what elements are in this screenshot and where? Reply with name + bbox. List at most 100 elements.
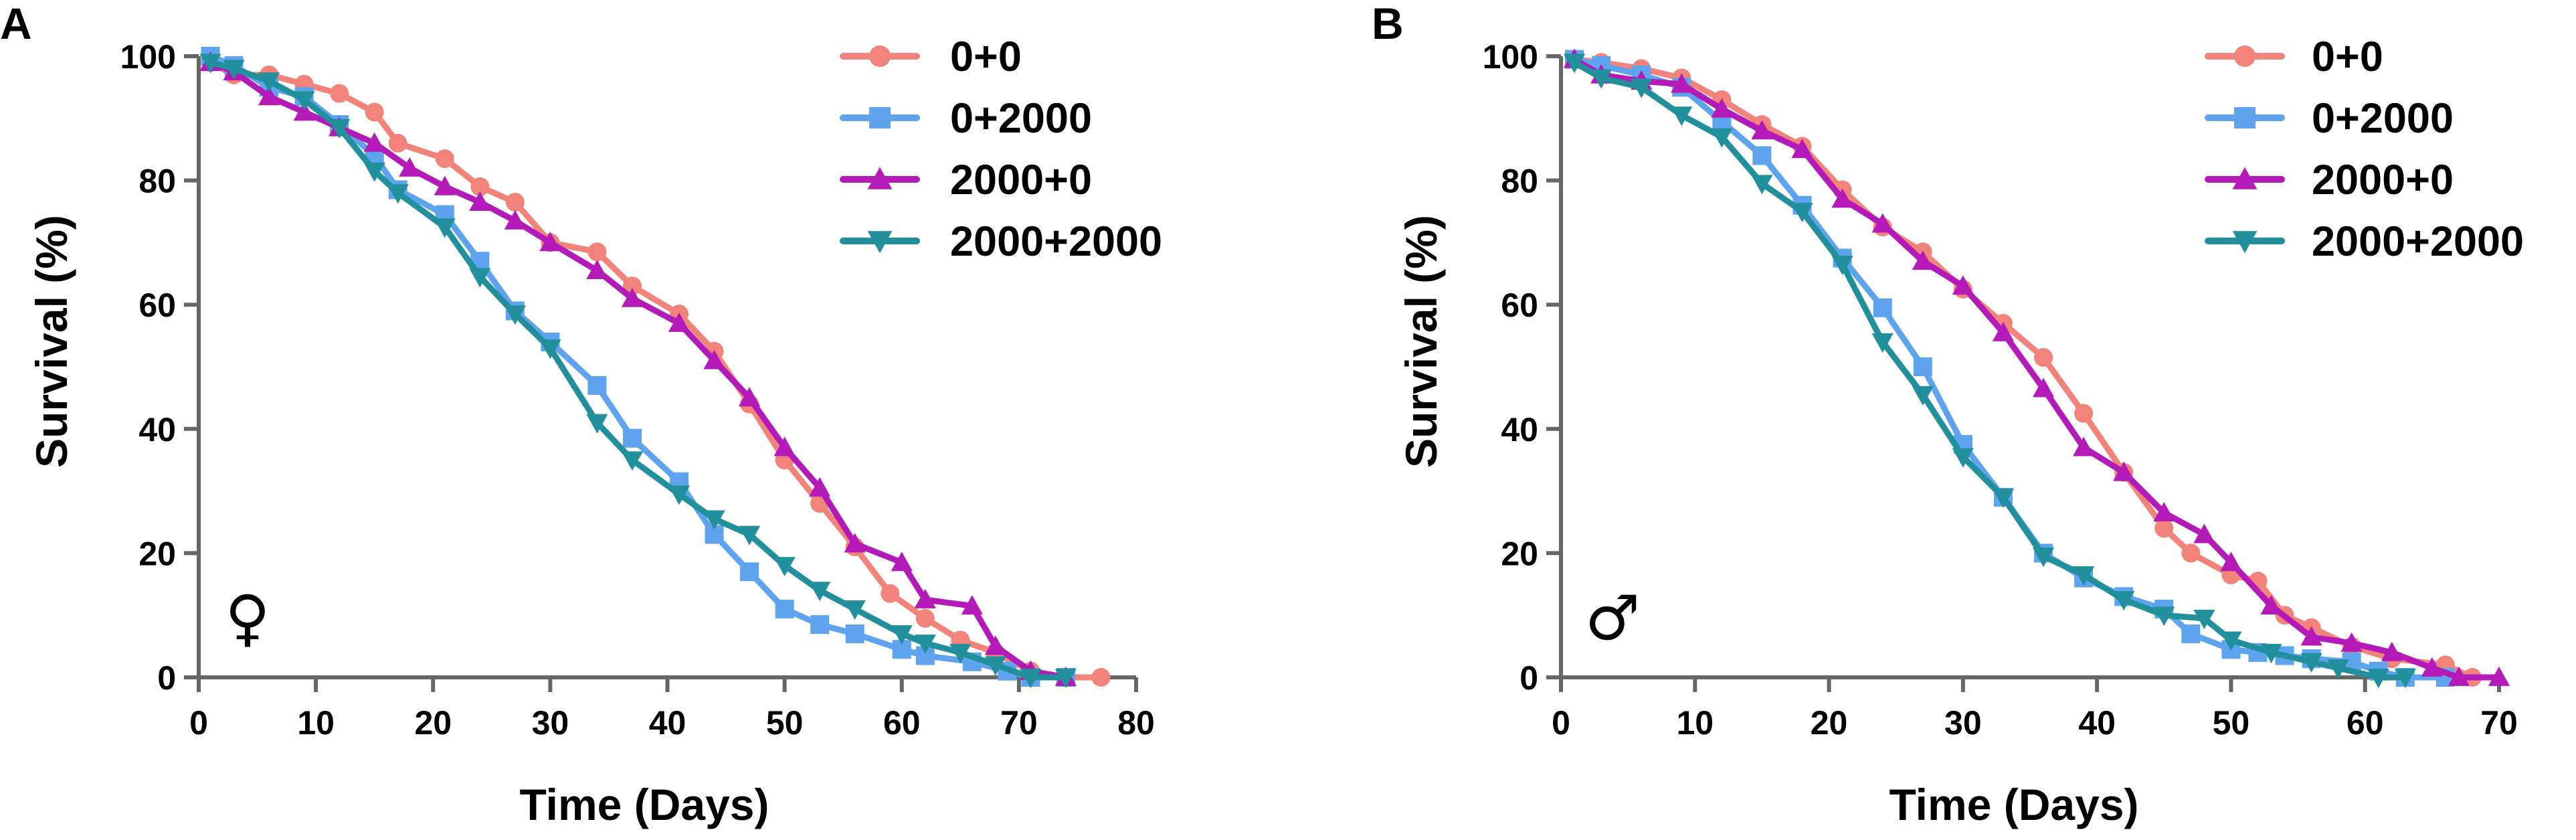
panel-b-series-2000-plus-0-point [2340,632,2363,652]
panel-b-series-0-plus-0-point [2074,404,2094,423]
panel-a-y-tick-label: 80 [139,163,176,200]
panel-a-y-tick-label: 0 [157,659,176,697]
panel-b-legend-marker [2234,46,2256,67]
panel-a-chart: A Survival (%) Time (Days) ♀ 0 20 40 60 80 10… [0,0,1162,829]
panel-b-legend-label: 2000+0 [2312,157,2454,203]
panel-a-series-2000-plus-2000-point [809,582,831,602]
panel-b-x-tick-label: 50 [2213,704,2250,742]
panel-b-series-2000-plus-0-point [1671,73,1693,93]
panel-a-x-tick-label: 50 [766,704,804,742]
panel-b-legend-marker [2232,167,2258,189]
panel-a-series-2000-plus-2000-point [844,600,866,620]
panel-a-series-2000-plus-0-point [891,552,913,572]
panel-b-series-2000-plus-2000-point [1671,106,1693,127]
panel-b-series-2000-plus-2000-point [2260,644,2282,663]
panel-a-series-0-plus-0 [201,53,1111,687]
panel-a-series-2000-plus-2000-point [891,625,913,645]
panel-b-y-tick-label: 100 [1483,38,1538,76]
panel-a-series-2000-plus-2000-point [434,218,456,238]
panel-a-legend-label: 0+2000 [950,95,1092,142]
panel-a-legend-label: 0+0 [950,33,1022,80]
panel-a-series-0-plus-0-point [435,149,454,169]
panel-a-x-tick-label: 20 [414,704,452,742]
panel-b-series-2000-plus-0-point [2113,461,2135,481]
panel-a-series-0-plus-0-point [365,102,384,122]
panel-a-y-axis-title: Survival (%) [27,215,76,468]
panel-b-series-2000-plus-2000-point [2153,606,2175,626]
panel-b-series-0-plus-2000-point [2181,624,2201,644]
panel-b-series-2000-plus-0-point [2300,626,2322,646]
panel-b-series-2000-plus-2000-point [1992,489,2015,508]
panel-b-legend-marker [2232,231,2258,254]
panel-b-series-0-plus-2000-line [1571,56,2449,681]
panel-a-series-2000-plus-2000-point [387,184,409,204]
panel-a-series-0-plus-2000-point [810,615,830,635]
panel-a-y-tick-label: 100 [120,38,176,76]
panel-b-series-2000-plus-2000-point [2032,548,2055,568]
panel-a-series-2000-plus-2000-point [773,557,796,577]
panel-b-series-2000-plus-2000-point [2327,659,2349,679]
panel-a-series-2000-plus-0-point [586,260,608,280]
panel-a-y-tick-label: 20 [139,535,176,572]
panel-a-series-2000-plus-2000-point [469,268,491,288]
panel-a-series-2000-plus-0-point [539,232,561,252]
panel-b-series-2000-plus-0-point [2153,501,2175,521]
panel-b-x-tick-label: 20 [1811,704,1848,742]
panel-a-x-tick-label: 0 [189,704,208,742]
panel-b-series-0-plus-2000-point [1913,357,1932,376]
panel-a-series-2000-plus-0-point [434,175,456,195]
panel-a-series-2000-plus-2000-point [1020,669,1042,689]
panel-b-x-tick-label: 40 [2078,704,2116,742]
panel-a-label: A [0,0,32,48]
panel-a-series-2000-plus-0 [199,52,1077,686]
panel-b-x-tick-label: 0 [1552,704,1570,742]
panel-b-series-2000-plus-0-point [1871,213,1894,233]
panel-a-legend-marker [869,46,891,67]
panel-a-series-0-plus-0-point [330,84,349,103]
panel-a-series-2000-plus-0-point [621,287,644,307]
panel-a-series-2000-plus-0-line [207,59,1069,681]
panel-b-y-tick-label: 60 [1501,286,1538,324]
panel-a-x-tick-label: 40 [649,704,686,742]
panel-b-series-2000-plus-2000-point [2113,591,2135,611]
panel-a-series-0-plus-0-point [388,133,407,153]
panel-b-legend-item: 2000+0 [2205,157,2454,203]
panel-a-series-2000-plus-2000-point [363,162,385,182]
panel-a-series-0-plus-0-point [1091,668,1111,687]
panel-a-series-2000-plus-2000-point [199,54,221,74]
panel-a-series-2000-plus-2000-point [668,485,691,505]
panel-b-series-2000-plus-2000-line [1571,59,2409,681]
panel-b-series-2000-plus-0-point [2488,666,2510,686]
panel-b-series-2000-plus-2000-point [2193,609,2215,629]
panel-a-series-0-plus-0-point [881,584,900,603]
panel-b-series-2000-plus-0-point [1711,98,1733,118]
panel-a-series-2000-plus-0-point [738,387,761,407]
panel-b-legend-item: 2000+2000 [2205,218,2524,265]
panel-b-legend-label: 0+0 [2312,33,2383,80]
panel-a-series-2000-plus-2000-line [207,59,1069,681]
panel-a-series-2000-plus-2000-point [258,72,280,92]
panel-a-legend-item: 2000+0 [840,157,1092,203]
panel-b-series-2000-plus-0-point [2193,523,2215,543]
panel-b-x-tick-label: 60 [2347,704,2384,742]
panel-b-series-2000-plus-0-line [1571,56,2502,681]
panel-a-series-2000-plus-0-point [399,157,421,177]
panel-a-series-2000-plus-0-point [844,533,866,553]
panel-b-series-2000-plus-2000-point [1791,203,1813,223]
panel-a-legend-label: 2000+2000 [950,218,1162,265]
panel-b-series-2000-plus-0-point [1912,250,1934,270]
panel-a-series-2000-plus-0-point [961,595,983,615]
panel-a-series-2000-plus-0-point [773,436,796,456]
panel-b-legend-item: 0+0 [2205,33,2383,80]
panel-a-legend-item: 2000+2000 [840,218,1162,265]
panel-b-series-0-plus-2000 [1565,50,2455,687]
panel-b-legend-label: 0+2000 [2312,95,2454,142]
panel-b-series-2000-plus-0-point [1831,188,1853,208]
panel-a-series-0-plus-0-point [915,608,935,628]
panel-b-series-2000-plus-2000 [1563,54,2416,689]
panel-b-series-2000-plus-2000-point [2394,669,2416,689]
panel-b-series-2000-plus-0-point [1992,321,2015,341]
panel-a-series-2000-plus-2000-point [293,91,315,111]
panel-a-x-axis-title: Time (Days) [520,780,769,829]
panel-b-male-symbol: ♂ [1585,582,1640,654]
